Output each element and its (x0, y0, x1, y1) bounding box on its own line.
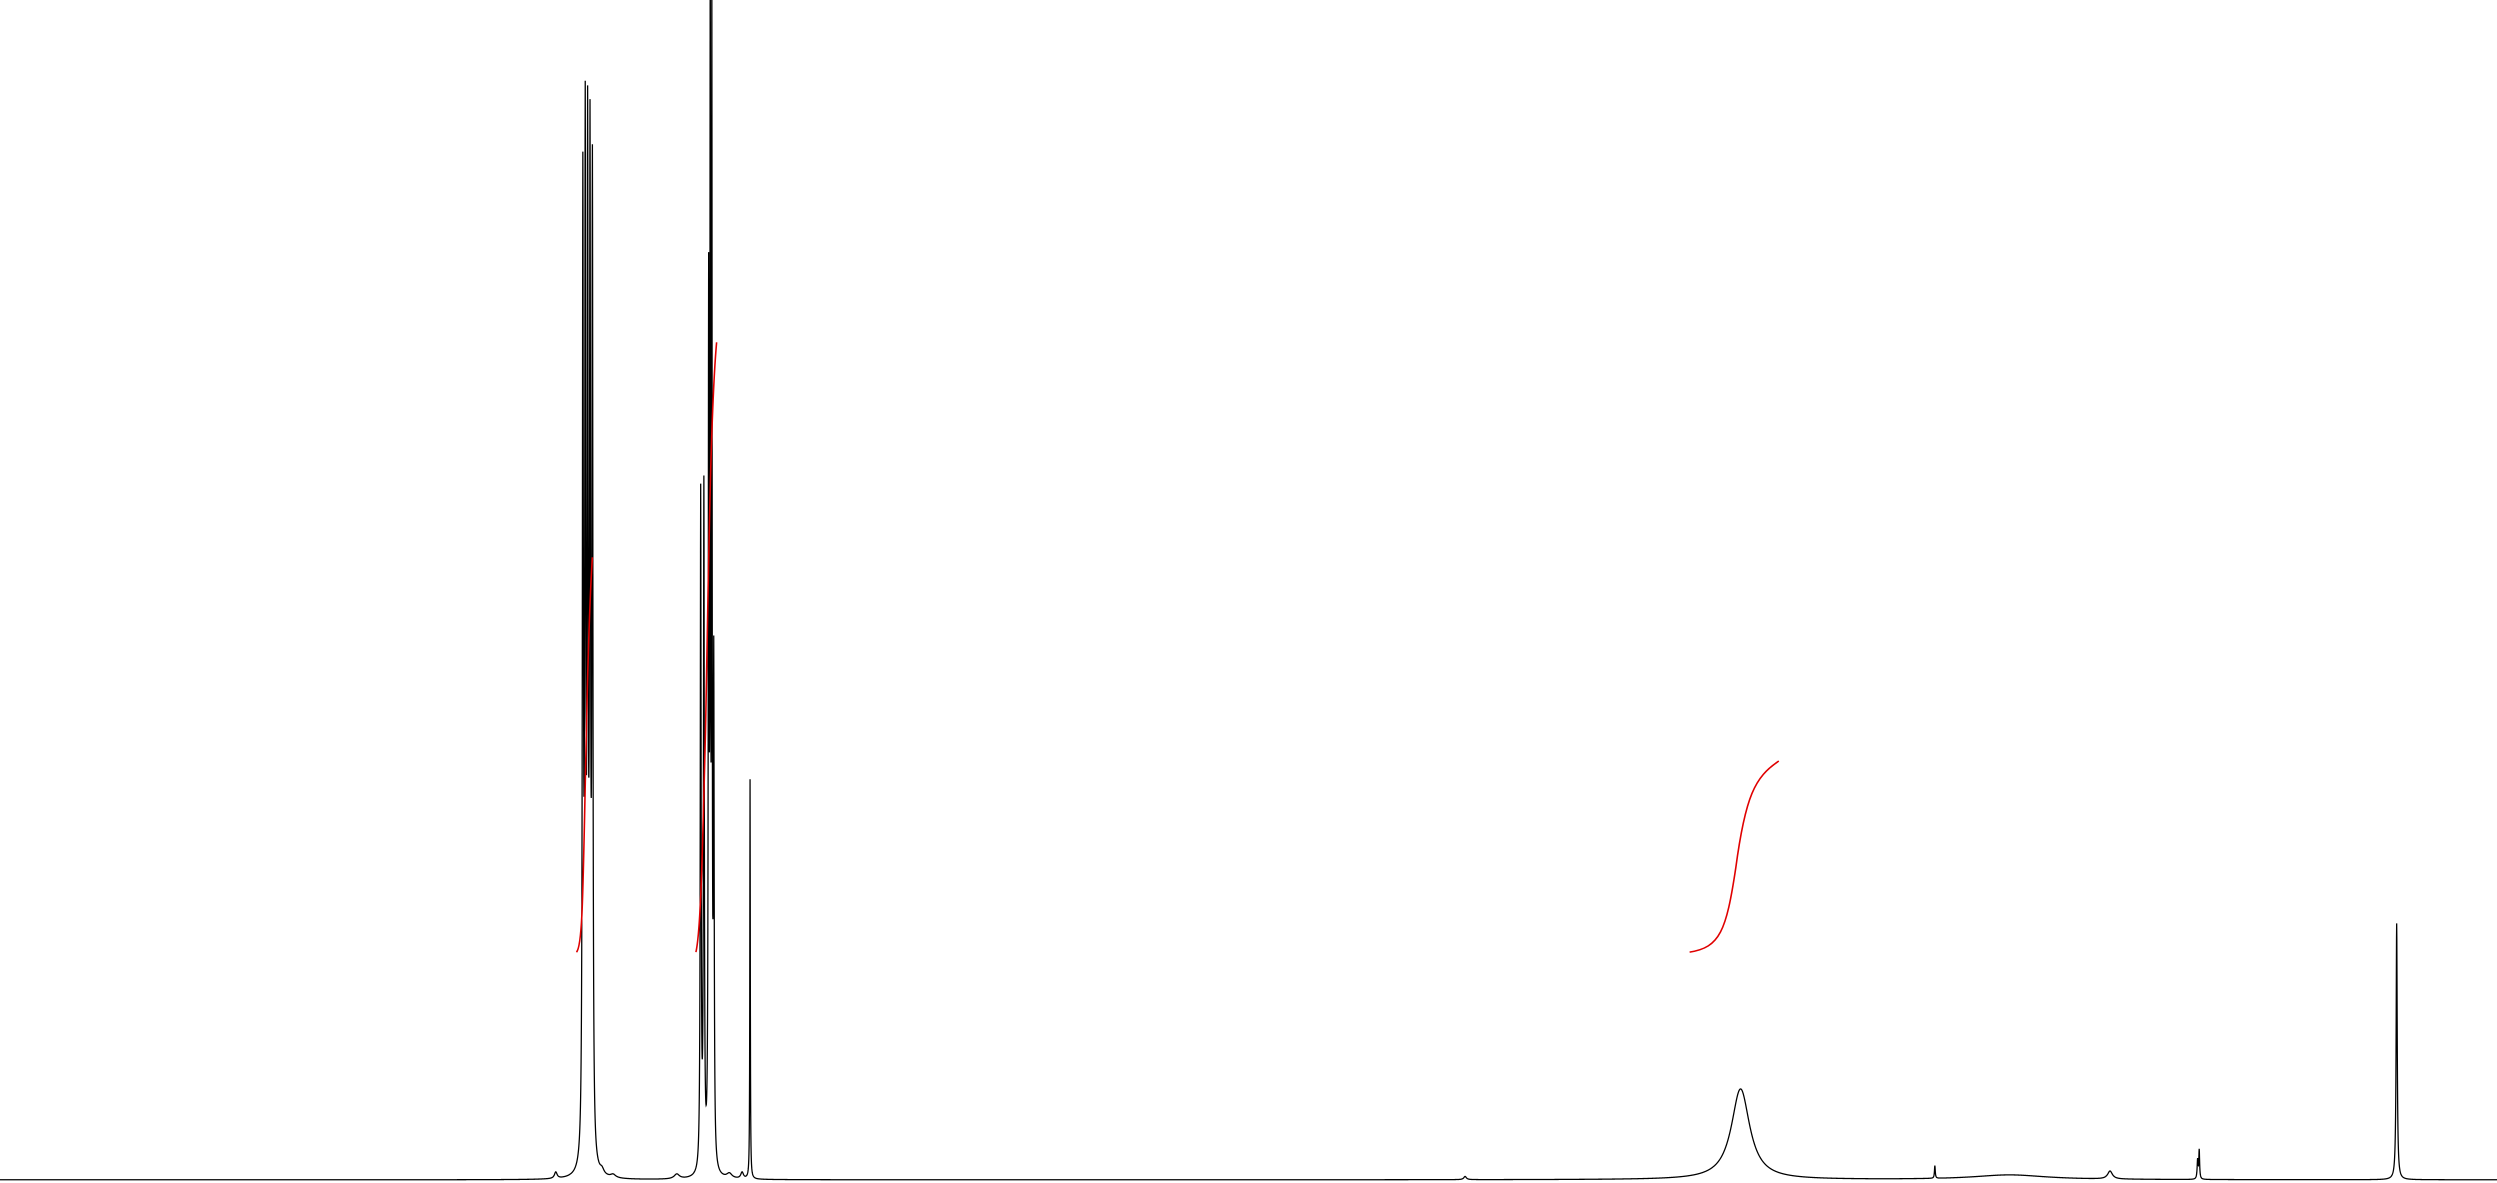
integral-curve (575, 557, 594, 953)
integral-curve (695, 342, 718, 953)
integrals (575, 342, 1780, 953)
integral-curve (1689, 760, 1780, 953)
